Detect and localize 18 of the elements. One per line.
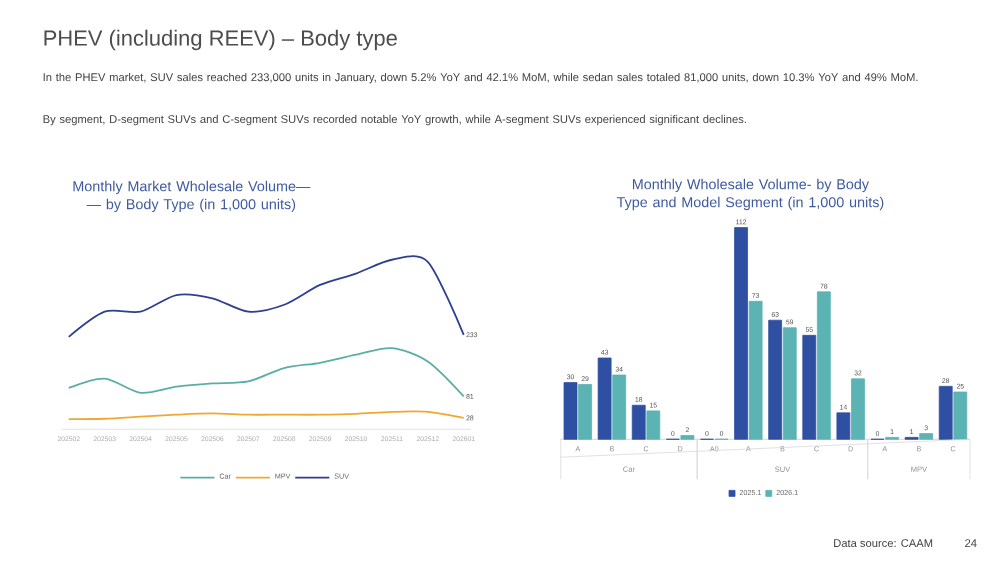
- bar: [748, 301, 763, 441]
- bar: [734, 227, 748, 441]
- bar: [938, 386, 953, 441]
- bar: [597, 358, 612, 441]
- bar: [851, 378, 865, 441]
- bar: [802, 335, 817, 441]
- bar: [563, 382, 578, 441]
- bar: [816, 291, 831, 441]
- bar: [782, 327, 797, 441]
- text: PHEV (including REEV) – Body type: [44, 30, 397, 51]
- bar: [578, 384, 592, 441]
- bar: [953, 392, 968, 441]
- bar: [919, 433, 934, 441]
- bar: [646, 410, 661, 441]
- bar: [612, 375, 627, 441]
- bar: [631, 405, 646, 441]
- bar: [768, 320, 783, 441]
- bar: [836, 412, 851, 441]
